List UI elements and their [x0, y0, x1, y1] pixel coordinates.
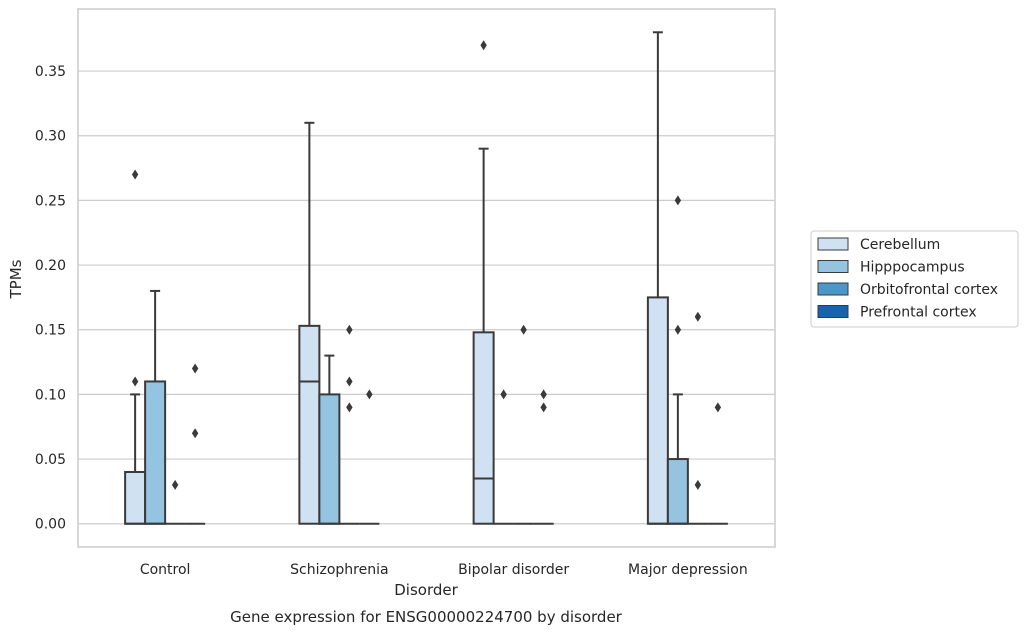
y-tick-label: 0.35 [35, 64, 66, 80]
box-body [666, 458, 689, 525]
box-hipppocampus [666, 195, 689, 525]
box-hipppocampus [493, 389, 514, 525]
outlier-point [346, 402, 353, 413]
legend-swatch [817, 305, 849, 318]
outlier-point [191, 363, 199, 374]
boxes [124, 31, 728, 525]
outlier-point [131, 376, 139, 387]
y-axis-label: TPMs [7, 259, 25, 299]
outlier-point [346, 324, 353, 335]
box-orbitofrontal-cortex [165, 479, 186, 525]
x-axis-ticks: Control Schizophrenia Bipolar disorder Majo… [140, 562, 748, 578]
legend: Cerebellum Hipppocampus Orbitofrontal cort… [810, 230, 1019, 328]
outlier-point [694, 479, 702, 490]
chart-caption: Gene expression for ENSG00000224700 by d… [230, 608, 623, 626]
y-tick-label: 0.15 [35, 323, 66, 339]
x-tick-label: Major depression [628, 562, 748, 578]
box-orbitofrontal-cortex [513, 324, 534, 525]
outlier-point [674, 195, 682, 206]
outlier-point [540, 389, 547, 400]
y-tick-label: 0.20 [35, 258, 66, 274]
gridlines [78, 70, 775, 525]
legend-swatch [817, 260, 849, 273]
y-axis-ticks: 0.00 0.05 0.10 0.15 0.20 0.25 0.30 0.35 [35, 64, 66, 533]
y-tick-label: 0.10 [35, 387, 66, 403]
outlier-point [191, 428, 199, 439]
box-hipppocampus [318, 354, 341, 525]
outlier-point [520, 324, 527, 335]
legend-label: Prefrontal cortex [860, 305, 977, 321]
box-cerebellum [472, 40, 495, 525]
outlier-point [171, 479, 179, 490]
y-tick-label: 0.05 [35, 452, 66, 468]
box-prefrontal-cortex [359, 389, 380, 525]
legend-swatch [817, 282, 849, 296]
outlier-point [366, 389, 373, 400]
box-hipppocampus [144, 289, 167, 525]
legend-label: Orbitofrontal cortex [860, 282, 998, 298]
outlier-point [480, 40, 487, 51]
outlier-point [714, 402, 722, 413]
outlier-point [131, 169, 139, 180]
box-cerebellum [646, 31, 669, 525]
box-prefrontal-cortex [185, 363, 206, 525]
x-axis-label: Disorder [394, 581, 458, 599]
box-prefrontal-cortex [707, 402, 728, 525]
outlier-point [346, 376, 353, 387]
outlier-point [540, 402, 547, 413]
y-tick-label: 0.00 [35, 517, 66, 533]
x-tick-label: Bipolar disorder [458, 562, 569, 578]
box-orbitofrontal-cortex [687, 311, 708, 525]
y-tick-label: 0.30 [35, 129, 66, 145]
x-tick-label: Schizophrenia [290, 562, 388, 578]
x-tick-label: Control [140, 562, 191, 578]
outlier-point [500, 389, 507, 400]
box-cerebellum [124, 169, 147, 525]
legend-frame [810, 230, 1019, 328]
box-cerebellum [298, 121, 321, 525]
plot-frame [77, 8, 776, 548]
box-orbitofrontal-cortex [339, 324, 360, 525]
legend-label: Cerebellum [860, 237, 940, 253]
legend-swatch [817, 237, 849, 251]
box-body [646, 296, 669, 525]
box-prefrontal-cortex [533, 389, 554, 525]
box-body [472, 331, 495, 525]
outlier-point [674, 324, 682, 335]
box-body [298, 324, 321, 525]
legend-label: Hipppocampus [860, 260, 965, 276]
y-tick-label: 0.25 [35, 193, 66, 209]
box-body [144, 380, 167, 525]
outlier-point [694, 311, 702, 322]
box-body [318, 393, 341, 525]
box-body [124, 470, 147, 525]
